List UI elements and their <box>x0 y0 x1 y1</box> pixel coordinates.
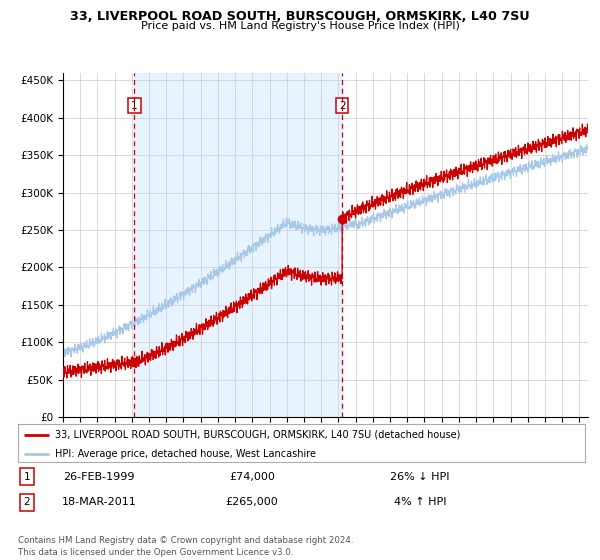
Text: 2: 2 <box>339 100 346 110</box>
Text: £265,000: £265,000 <box>226 497 278 507</box>
Text: 33, LIVERPOOL ROAD SOUTH, BURSCOUGH, ORMSKIRK, L40 7SU (detached house): 33, LIVERPOOL ROAD SOUTH, BURSCOUGH, ORM… <box>55 430 460 440</box>
Text: 1: 1 <box>131 100 138 110</box>
Text: Contains HM Land Registry data © Crown copyright and database right 2024.
This d: Contains HM Land Registry data © Crown c… <box>18 536 353 557</box>
Text: 4% ↑ HPI: 4% ↑ HPI <box>394 497 446 507</box>
Text: 33, LIVERPOOL ROAD SOUTH, BURSCOUGH, ORMSKIRK, L40 7SU: 33, LIVERPOOL ROAD SOUTH, BURSCOUGH, ORM… <box>70 10 530 23</box>
Text: Price paid vs. HM Land Registry's House Price Index (HPI): Price paid vs. HM Land Registry's House … <box>140 21 460 31</box>
Text: HPI: Average price, detached house, West Lancashire: HPI: Average price, detached house, West… <box>55 449 316 459</box>
Text: 1: 1 <box>23 472 31 482</box>
Text: 26-FEB-1999: 26-FEB-1999 <box>63 472 135 482</box>
Text: £74,000: £74,000 <box>229 472 275 482</box>
Text: 18-MAR-2011: 18-MAR-2011 <box>62 497 136 507</box>
Text: 2: 2 <box>23 497 31 507</box>
Bar <box>134 73 342 417</box>
Text: 26% ↓ HPI: 26% ↓ HPI <box>390 472 450 482</box>
